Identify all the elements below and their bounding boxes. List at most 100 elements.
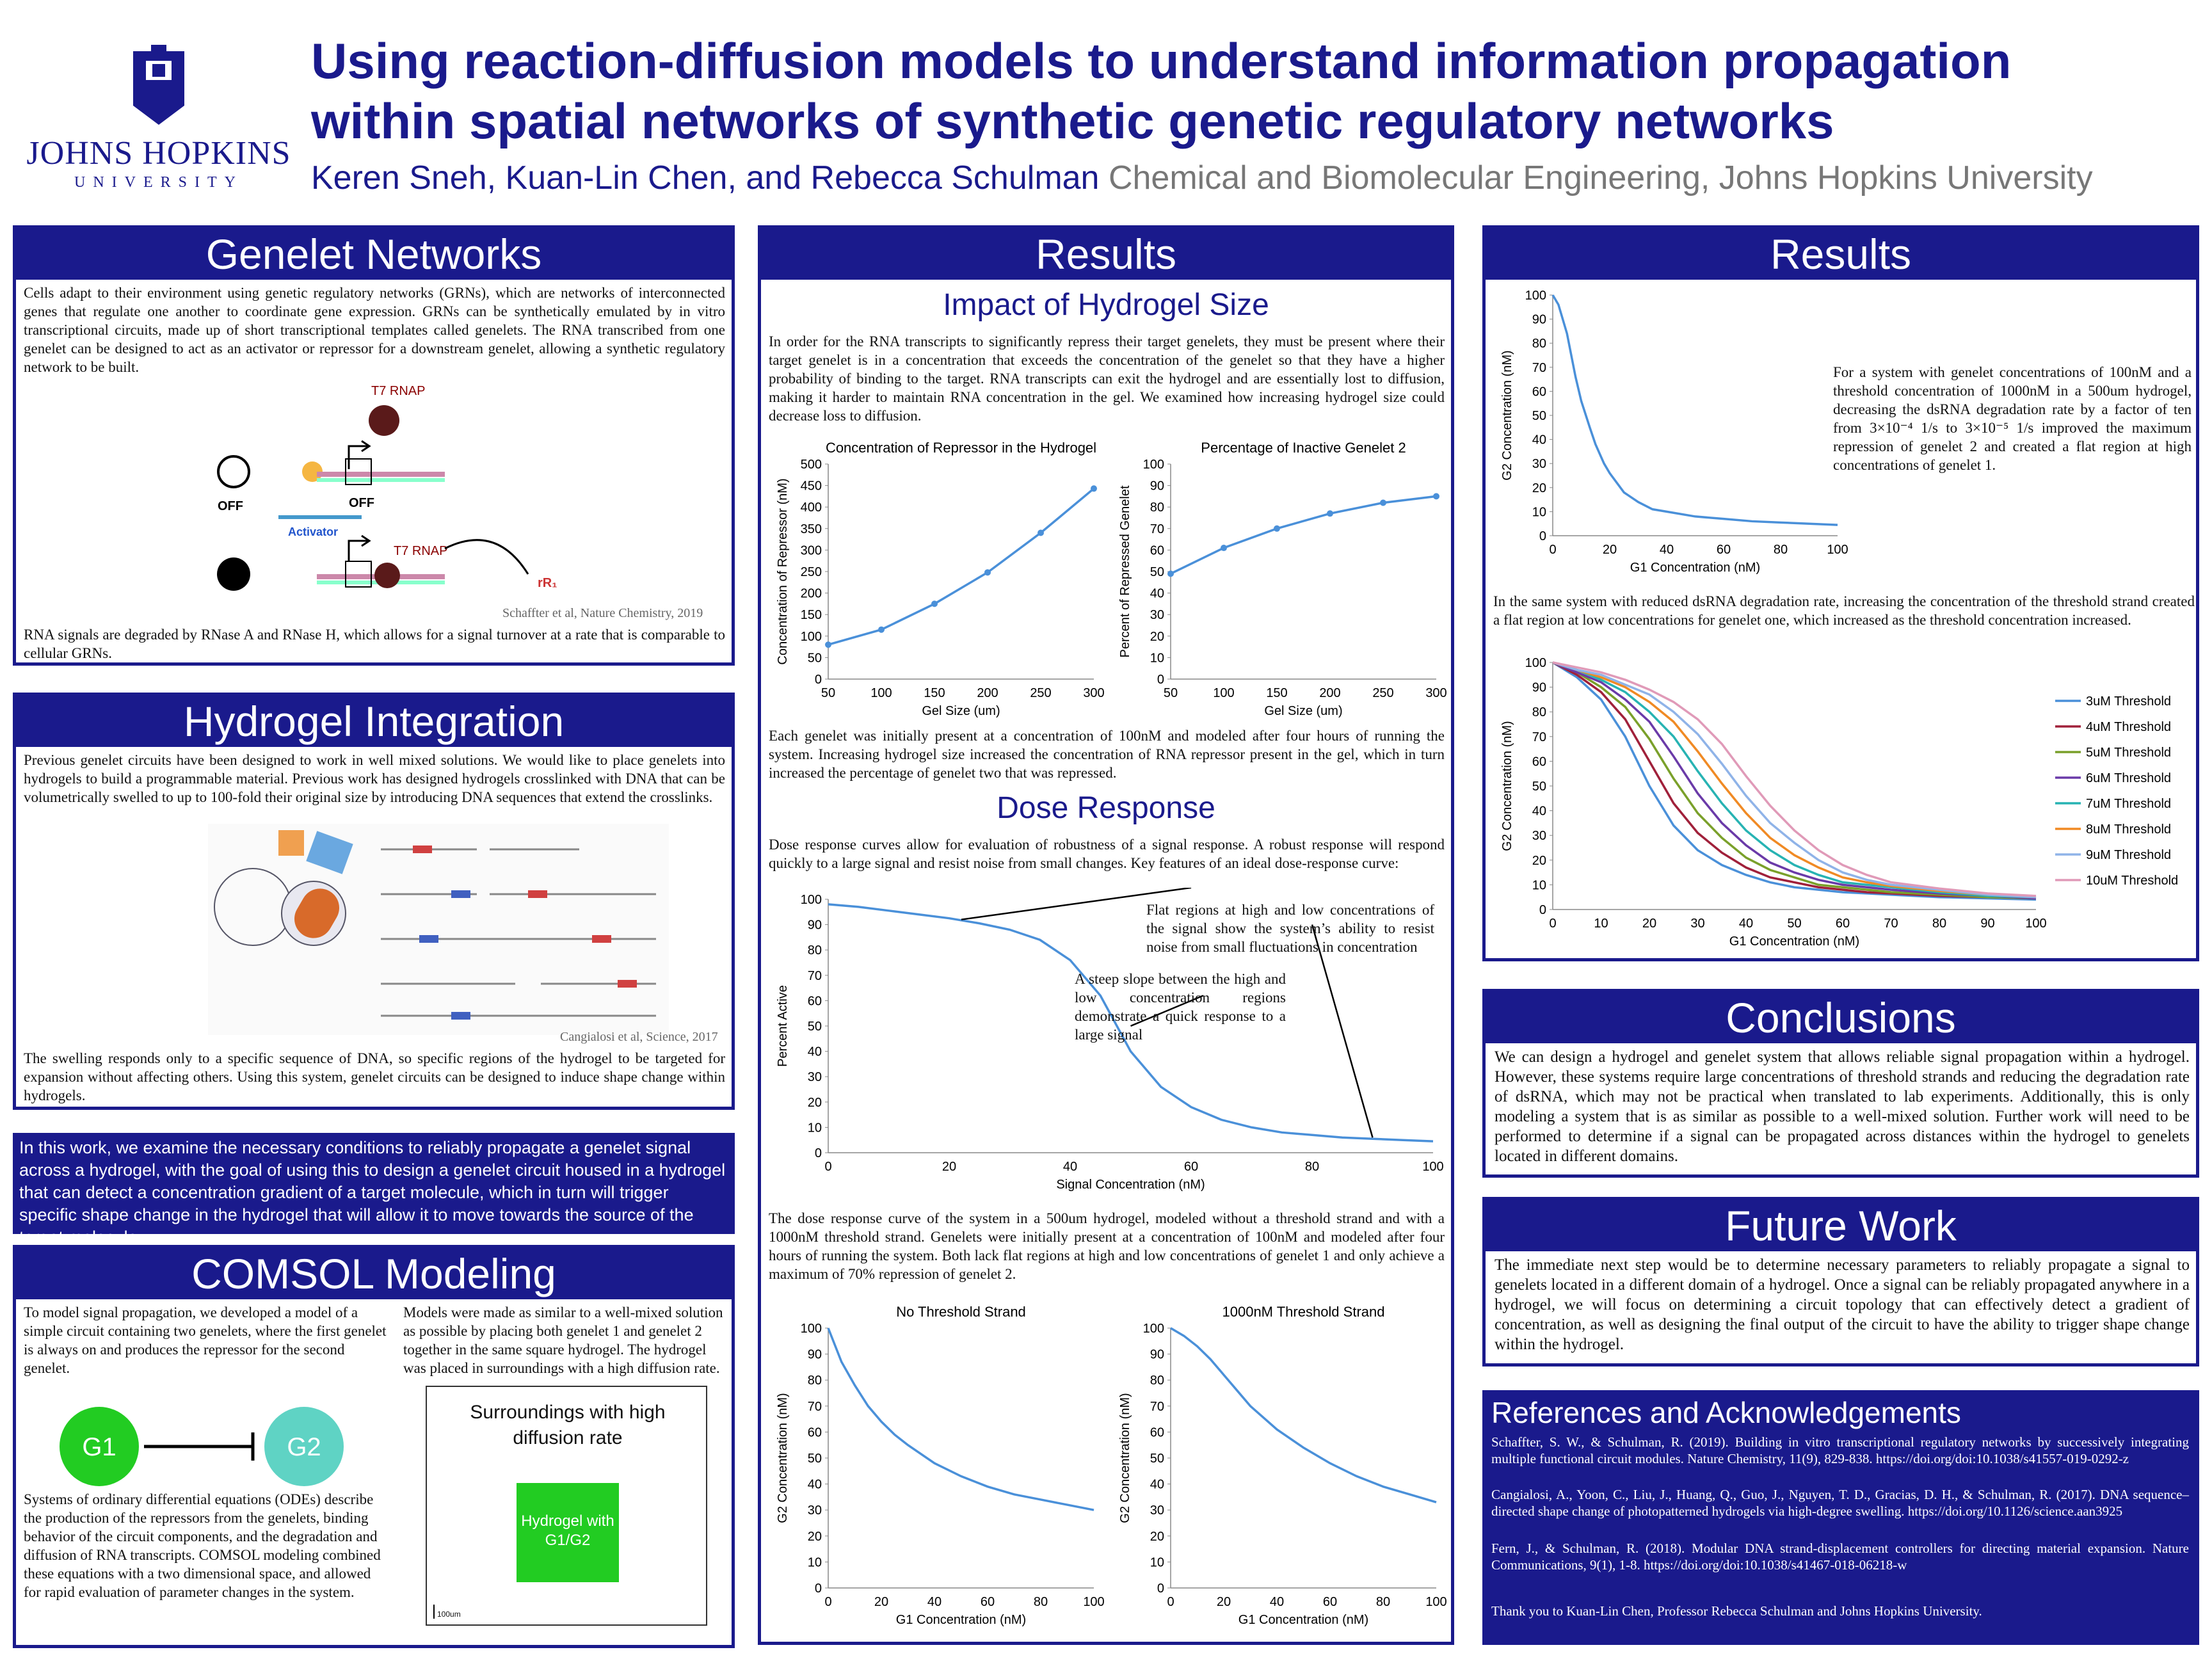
g1-node — [60, 1407, 139, 1486]
data-point — [878, 626, 885, 633]
y-tick-label: 20 — [1150, 1530, 1164, 1544]
chart-inactive: Percentage of Inactive Genelet 2 0 10 20 30 4… — [1118, 440, 1447, 718]
y-tick-label: 70 — [808, 1400, 822, 1414]
genelet-para1: Cells adapt to their environment using g… — [24, 285, 725, 375]
results1-panel: Results Impact of Hydrogel Size In order… — [758, 225, 1454, 1645]
y-tick-label: 150 — [801, 608, 822, 622]
y-tick-label: 90 — [1150, 1348, 1164, 1362]
results2-panel: Results 0 10 20 30 40 50 60 70 80 90 100 0 20 40 60 80 1… — [1482, 225, 2199, 961]
data-point — [1221, 545, 1227, 552]
y-tick-label: 0 — [1157, 1582, 1164, 1596]
y-tick-label: 400 — [801, 501, 822, 515]
y-tick-label: 10 — [808, 1121, 822, 1135]
x-tick-label: 80 — [1034, 1595, 1048, 1609]
x-axis-label: Gel Size (um) — [922, 704, 1000, 718]
scale-bar — [433, 1605, 435, 1619]
y-tick-label: 100 — [801, 630, 822, 644]
data-point — [825, 641, 831, 648]
y-tick-label: 70 — [1532, 361, 1546, 375]
x-tick-label: 60 — [1323, 1595, 1337, 1609]
y-tick-label: 40 — [808, 1478, 822, 1492]
x-tick-label: 20 — [1217, 1595, 1231, 1609]
university-logo: JOHNS HOPKINS UNIVERSITY — [24, 38, 293, 191]
x-tick-label: 40 — [1739, 917, 1753, 931]
series-line — [1552, 661, 2037, 900]
svg-text:Activator: Activator — [288, 525, 338, 538]
data-point — [1274, 525, 1280, 532]
t7-label-top: T7 RNAP — [371, 384, 425, 398]
y-tick-label: 40 — [1532, 433, 1546, 447]
future-panel: Future Work The immediate next step woul… — [1482, 1197, 2199, 1366]
reference-2: Cangialosi, A., Yoon, C., Liu, J., Huang… — [1491, 1487, 2189, 1519]
y-tick-label: 80 — [1150, 1374, 1164, 1388]
g2-label: G2 — [287, 1433, 321, 1461]
x-tick-label: 100 — [1827, 543, 1848, 557]
series-line — [1552, 661, 2037, 899]
x-tick-label: 200 — [977, 686, 998, 700]
y-tick-label: 300 — [801, 543, 822, 557]
reference-1: Schaffter, S. W., & Schulman, R. (2019).… — [1491, 1434, 2189, 1466]
hydrogel-figure — [208, 824, 669, 1035]
y-tick-label: 30 — [1150, 1503, 1164, 1518]
x-tick-label: 300 — [1425, 686, 1447, 700]
x-tick-label: 150 — [1266, 686, 1287, 700]
x-tick-label: 20 — [874, 1595, 888, 1609]
y-tick-label: 200 — [801, 587, 822, 601]
x-tick-label: 100 — [870, 686, 892, 700]
anno-flat: Flat regions at high and low concentrati… — [1146, 902, 1434, 955]
y-tick-label: 350 — [801, 522, 822, 536]
on-circle-icon — [217, 557, 250, 591]
circuit-diagram: G1 G2 — [60, 1407, 344, 1486]
y-axis-label: G2 Concentration (nM) — [776, 1393, 790, 1523]
results1-para4: The dose response curve of the system in… — [769, 1210, 1445, 1282]
conclusions-panel: Conclusions We can design a hydrogel and… — [1482, 989, 2199, 1178]
x-tick-label: 0 — [1549, 917, 1556, 931]
genelet-heading: Genelet Networks — [16, 228, 732, 280]
series-line — [1552, 661, 2037, 900]
results1-para2: Each genelet was initially present at a … — [769, 728, 1445, 781]
x-tick-label: 150 — [924, 686, 945, 700]
y-tick-label: 100 — [1525, 289, 1546, 303]
y-tick-label: 80 — [1532, 705, 1546, 719]
y-tick-label: 250 — [801, 565, 822, 579]
svg-text:OFF: OFF — [349, 496, 374, 510]
x-tick-label: 0 — [1549, 543, 1556, 557]
y-tick-label: 10 — [1150, 1555, 1164, 1569]
y-tick-label: 50 — [1532, 409, 1546, 423]
data-point — [1327, 510, 1333, 517]
y-tick-label: 50 — [808, 651, 822, 665]
promoter-arrow-icon — [348, 440, 371, 469]
x-tick-label: 30 — [1690, 917, 1704, 931]
x-tick-label: 80 — [1376, 1595, 1390, 1609]
series-line — [1551, 294, 1838, 526]
x-tick-label: 100 — [1213, 686, 1234, 700]
x-tick-label: 20 — [942, 1160, 956, 1174]
x-tick-label: 100 — [1425, 1595, 1447, 1609]
chart-repressor: Concentration of Repressor in the Hydrog… — [776, 440, 1105, 718]
y-tick-label: 90 — [808, 918, 822, 933]
genelet-para2: RNA signals are degraded by RNase A and … — [24, 627, 725, 661]
annotation-arrow — [961, 888, 1192, 920]
y-tick-label: 30 — [1532, 457, 1546, 471]
legend-label: 9uM Threshold — [2086, 848, 2171, 862]
data-point — [1380, 499, 1386, 506]
shield-icon — [133, 45, 184, 125]
chart-thresholds: 0 10 20 30 40 50 60 70 80 90 100 0 10 20 30 40 50 60 70 80 9… — [1500, 656, 2178, 949]
reference-3: Fern, J., & Schulman, R. (2018). Modular… — [1491, 1541, 2189, 1573]
x-tick-label: 10 — [1594, 917, 1608, 931]
chart-title: Concentration of Repressor in the Hydrog… — [826, 440, 1096, 456]
legend-label: 7uM Threshold — [2086, 797, 2171, 811]
x-axis-label: G1 Concentration (nM) — [896, 1613, 1026, 1627]
y-tick-label: 10 — [1532, 878, 1546, 892]
y-tick-label: 40 — [808, 1045, 822, 1059]
y-tick-label: 80 — [1150, 501, 1164, 515]
y-tick-label: 10 — [1150, 651, 1164, 665]
data-point — [1038, 529, 1044, 536]
series-line — [1170, 1327, 1437, 1503]
y-tick-label: 50 — [1150, 565, 1164, 579]
x-axis-label: G1 Concentration (nM) — [1630, 561, 1760, 575]
poster-title: Using reaction-diffusion models to under… — [311, 31, 2199, 151]
x-tick-label: 20 — [1603, 543, 1617, 557]
series-line — [828, 903, 1434, 1142]
y-tick-label: 0 — [1539, 903, 1546, 917]
